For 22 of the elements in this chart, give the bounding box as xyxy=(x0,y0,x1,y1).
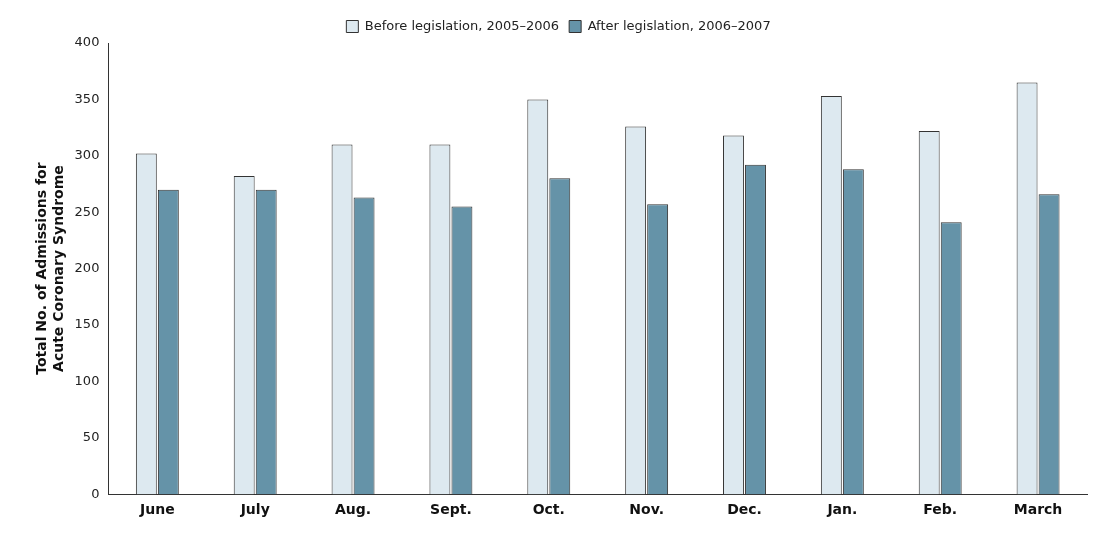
y-tick-label: 200 xyxy=(74,259,100,275)
x-tick-label: June xyxy=(139,501,175,518)
y-tick-label: 0 xyxy=(91,485,100,501)
y-axis-title: Total No. of Admissions for Acute Coronary Syndrome xyxy=(33,162,66,375)
y-tick-label: 300 xyxy=(74,147,100,163)
x-tick-label: Aug. xyxy=(334,501,372,518)
x-tick-label: Jan. xyxy=(826,501,858,518)
legend-label: After legislation, 2006–2007 xyxy=(587,17,771,33)
y-tick-label: 100 xyxy=(74,372,100,388)
y-tick-label: 50 xyxy=(82,429,100,445)
y-tick-label: 400 xyxy=(74,34,100,50)
y-tick-label: 150 xyxy=(74,316,100,332)
x-tick-label: Feb. xyxy=(923,501,958,518)
y-tick-label: 250 xyxy=(74,203,100,219)
x-tick-label: Dec. xyxy=(727,501,762,518)
x-tick-label: Sept. xyxy=(430,501,472,518)
x-tick-label: March xyxy=(1013,501,1063,518)
legend-label: Before legislation, 2005–2006 xyxy=(364,17,560,33)
x-tick-label: July xyxy=(239,501,270,518)
x-tick-label: Nov. xyxy=(629,501,664,518)
x-tick-label: Oct. xyxy=(532,501,565,518)
y-tick-label: 350 xyxy=(74,90,100,106)
